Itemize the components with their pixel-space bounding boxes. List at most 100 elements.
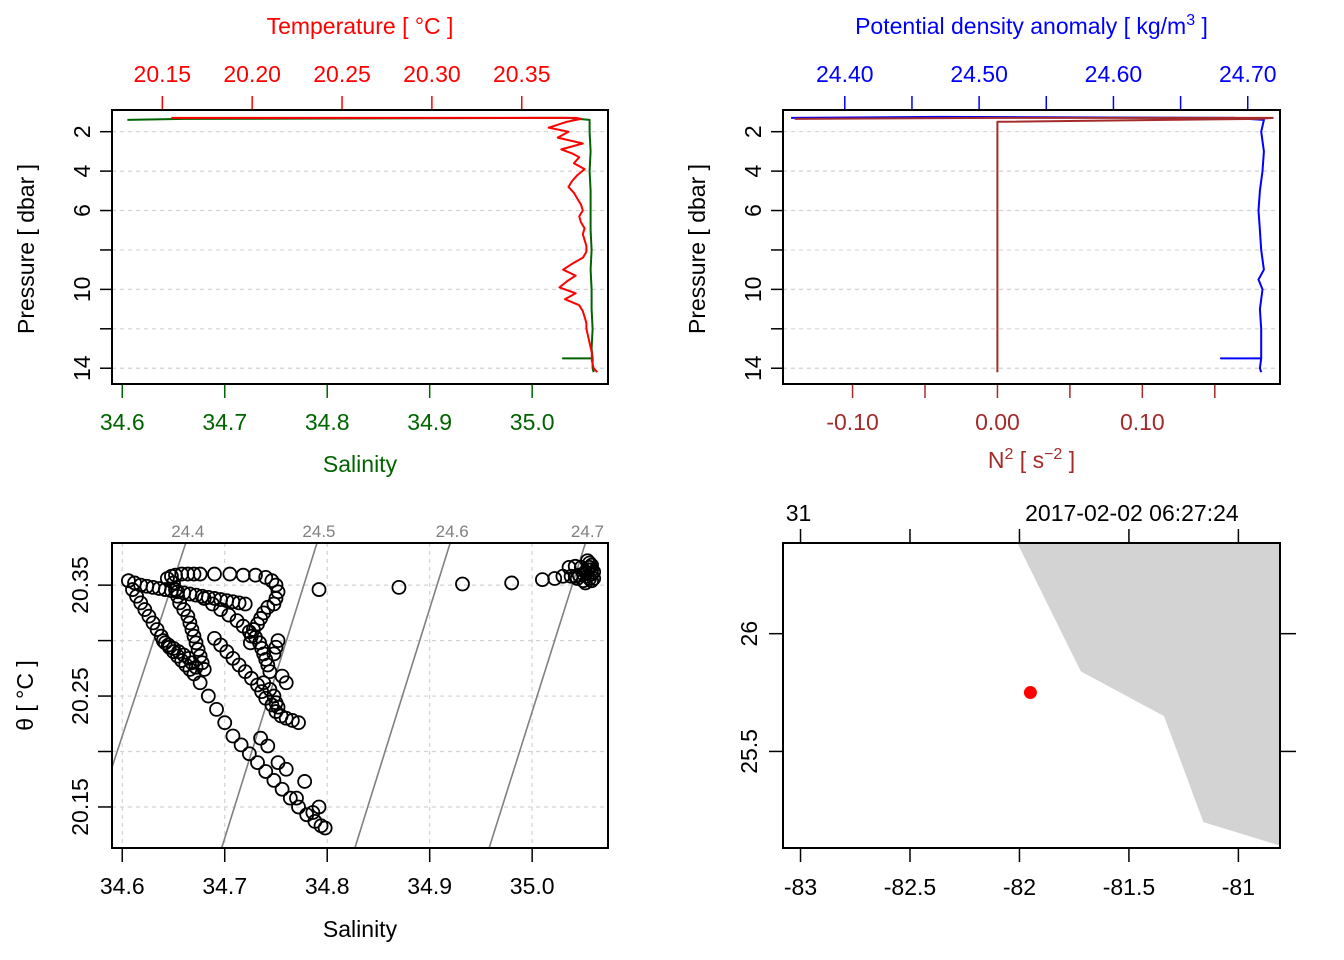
- bottom-tick-label: 34.9: [407, 409, 452, 435]
- data-point: [291, 715, 306, 731]
- data-point: [184, 622, 200, 637]
- bottom-axis-title: N2 [ s−2 ]: [988, 446, 1075, 473]
- bottom-axis-title-sup2: −2: [1044, 446, 1062, 463]
- data-point: [250, 755, 265, 770]
- bottom-axis-title-mid: [ s: [1013, 447, 1044, 473]
- points-group: [120, 553, 602, 836]
- y-axis-title: θ [ °C ]: [12, 660, 38, 731]
- y-tick-label: 25.5: [736, 729, 762, 774]
- data-point: [243, 628, 259, 644]
- data-point: [270, 699, 286, 715]
- data-point: [225, 728, 241, 744]
- data-point: [547, 571, 563, 586]
- data-point: [266, 646, 282, 662]
- isopycnal-label: 24.6: [436, 522, 469, 541]
- data-point: [278, 675, 294, 691]
- panel-profile-density-n2: 2 4 6 10 14 Pressure [ dbar ] 24.40 24.50 24.60 2…: [684, 12, 1281, 473]
- top-tick-label: 20.35: [493, 61, 551, 87]
- top-axis-title-superscript: 3: [1186, 12, 1195, 29]
- y-tick-label: 10: [740, 277, 766, 303]
- data-point: [297, 774, 313, 789]
- y-axis-title: Pressure [ dbar ]: [13, 164, 39, 334]
- data-point: [190, 642, 206, 657]
- y-tick-label: 2: [740, 125, 766, 138]
- data-point: [278, 761, 294, 777]
- y-tick-label: 14: [69, 355, 95, 381]
- data-point: [194, 655, 210, 671]
- data-point: [246, 622, 261, 637]
- data-point: [311, 799, 327, 815]
- x-tick-label: -81: [1222, 874, 1255, 900]
- top-axis-title: Potential density anomaly [ kg/m3 ]: [855, 12, 1208, 39]
- data-point: [284, 713, 300, 728]
- bottom-tick-label: 34.7: [202, 409, 247, 435]
- panel-ts-diagram: 34.6 34.7 34.8 34.9 35.0 Salinity 20.15 20.25 20…: [12, 522, 609, 942]
- panel-frame: [782, 109, 1281, 385]
- top-tick-label: 20.20: [223, 61, 281, 87]
- data-point: [584, 566, 600, 582]
- data-point: [270, 633, 286, 648]
- panel-frame: [111, 109, 609, 385]
- x-tick-label: 34.9: [407, 873, 452, 899]
- panel-frame: [111, 542, 609, 849]
- data-point: [289, 790, 304, 806]
- data-point: [311, 582, 327, 597]
- data-point: [192, 675, 208, 691]
- panel-station-map: -83 -82.5 -82 -81.5 -81 31 2017-02-02 06:27:24…: [736, 500, 1296, 900]
- y-tick-label: 20.35: [67, 556, 93, 614]
- bottom-axis-title-end: ]: [1062, 447, 1075, 473]
- data-point: [391, 579, 407, 595]
- top-tick-label: 24.50: [950, 61, 1008, 87]
- top-label-day: 31: [786, 500, 812, 526]
- land-polygon: [1017, 543, 1280, 846]
- panel-profile-temperature-salinity: 2 4 6 10 14 Pressure [ dbar ] 20.15 20.20 20.25 2…: [13, 13, 609, 477]
- data-point: [270, 755, 286, 770]
- data-point: [317, 820, 333, 836]
- bottom-tick-label: 34.8: [305, 409, 350, 435]
- data-point: [222, 566, 238, 582]
- top-axis-title-main: Potential density anomaly [ kg/m: [855, 13, 1186, 39]
- isopycnal-label: 24.5: [302, 522, 335, 541]
- data-point: [192, 648, 208, 664]
- series-group: [127, 116, 598, 373]
- data-point: [155, 633, 171, 648]
- y-tick-label: 10: [69, 277, 95, 303]
- bottom-axis-title-n: N: [988, 447, 1005, 473]
- y-tick-label: 20.25: [67, 667, 93, 725]
- data-point: [266, 772, 282, 788]
- density-line: [791, 115, 1265, 373]
- data-point: [282, 790, 298, 806]
- data-point: [242, 635, 258, 651]
- series-group: [791, 115, 1274, 373]
- data-point: [237, 596, 253, 612]
- data-point: [207, 566, 222, 582]
- y-tick-label: 26: [736, 621, 762, 647]
- data-point: [233, 737, 249, 753]
- y-tick-label: 4: [69, 165, 95, 178]
- data-point: [182, 662, 198, 677]
- top-tick-label: 20.25: [313, 61, 371, 87]
- x-tick-label: -82.5: [884, 874, 936, 900]
- y-axis-title: Pressure [ dbar ]: [684, 164, 710, 334]
- top-axis-title-end: ]: [1195, 13, 1208, 39]
- top-label-datetime: 2017-02-02 06:27:24: [1025, 500, 1239, 526]
- top-tick-label: 24.40: [816, 61, 874, 87]
- data-point: [248, 567, 263, 583]
- data-point: [188, 635, 204, 651]
- data-point: [192, 566, 208, 582]
- data-point: [291, 799, 306, 815]
- bottom-tick-label: 34.6: [100, 409, 145, 435]
- panel-frame: [782, 542, 1281, 849]
- data-point: [209, 701, 224, 717]
- data-point: [274, 781, 290, 797]
- data-point: [582, 555, 597, 571]
- bottom-tick-label: 35.0: [510, 409, 555, 435]
- bottom-tick-label: 0.10: [1120, 409, 1165, 435]
- data-point: [168, 582, 183, 597]
- data-point: [178, 657, 194, 673]
- data-point: [196, 662, 212, 677]
- isopycnal-line: [488, 543, 587, 848]
- y-tick-label: 20.15: [67, 778, 93, 836]
- data-point: [200, 688, 216, 704]
